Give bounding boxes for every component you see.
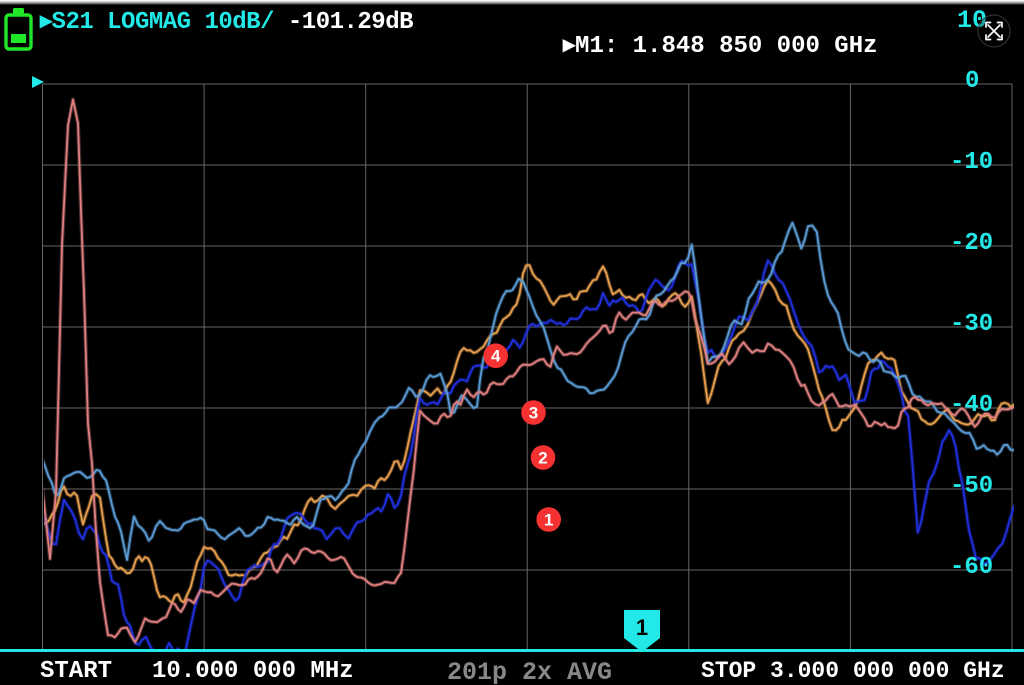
svg-text:2: 2 bbox=[538, 448, 547, 467]
svg-text:1: 1 bbox=[636, 615, 648, 640]
svg-text:1: 1 bbox=[544, 510, 553, 529]
svg-text:3: 3 bbox=[529, 403, 538, 422]
svg-text:4: 4 bbox=[491, 347, 501, 366]
